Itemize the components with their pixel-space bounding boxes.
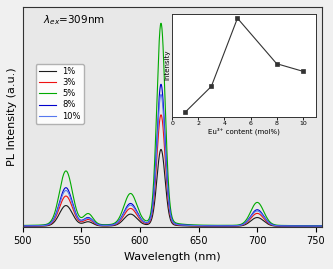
10% bbox=[135, 212, 139, 215]
5% bbox=[55, 204, 59, 207]
Line: 1%: 1% bbox=[23, 150, 322, 226]
1% bbox=[21, 225, 25, 228]
5% bbox=[72, 200, 76, 203]
Y-axis label: PL Intensity (a.u.): PL Intensity (a.u.) bbox=[7, 68, 17, 166]
3% bbox=[21, 224, 25, 228]
10% bbox=[282, 224, 286, 228]
8% bbox=[135, 211, 139, 214]
Line: 8%: 8% bbox=[23, 84, 322, 226]
1% bbox=[148, 221, 152, 224]
1% bbox=[282, 225, 286, 228]
10% bbox=[159, 93, 163, 96]
3% bbox=[55, 214, 59, 217]
8% bbox=[159, 83, 163, 86]
Legend: 1%, 3%, 5%, 8%, 10%: 1%, 3%, 5%, 8%, 10% bbox=[36, 64, 84, 124]
1% bbox=[320, 225, 324, 228]
3% bbox=[282, 224, 286, 228]
1% bbox=[314, 225, 318, 228]
1% bbox=[159, 148, 163, 151]
8% bbox=[72, 207, 76, 211]
3% bbox=[135, 214, 139, 217]
5% bbox=[282, 224, 286, 227]
5% bbox=[314, 224, 318, 227]
X-axis label: Wavelength (nm): Wavelength (nm) bbox=[124, 252, 220, 262]
Line: 3%: 3% bbox=[23, 115, 322, 226]
8% bbox=[314, 224, 318, 228]
1% bbox=[135, 217, 139, 221]
10% bbox=[21, 224, 25, 228]
Line: 10%: 10% bbox=[23, 94, 322, 226]
8% bbox=[320, 224, 324, 228]
1% bbox=[55, 217, 59, 220]
10% bbox=[55, 211, 59, 215]
5% bbox=[135, 204, 139, 208]
10% bbox=[72, 209, 76, 212]
Text: $\lambda_{ex}$=309nm: $\lambda_{ex}$=309nm bbox=[43, 13, 106, 27]
10% bbox=[320, 224, 324, 228]
Line: 5%: 5% bbox=[23, 23, 322, 226]
10% bbox=[314, 224, 318, 228]
5% bbox=[159, 22, 163, 25]
3% bbox=[314, 225, 318, 228]
10% bbox=[148, 218, 152, 221]
1% bbox=[72, 215, 76, 219]
3% bbox=[72, 211, 76, 214]
8% bbox=[148, 217, 152, 220]
3% bbox=[148, 219, 152, 222]
3% bbox=[159, 113, 163, 116]
5% bbox=[320, 224, 324, 227]
3% bbox=[320, 225, 324, 228]
8% bbox=[282, 224, 286, 228]
5% bbox=[21, 224, 25, 227]
8% bbox=[55, 210, 59, 214]
8% bbox=[21, 224, 25, 228]
5% bbox=[148, 214, 152, 217]
